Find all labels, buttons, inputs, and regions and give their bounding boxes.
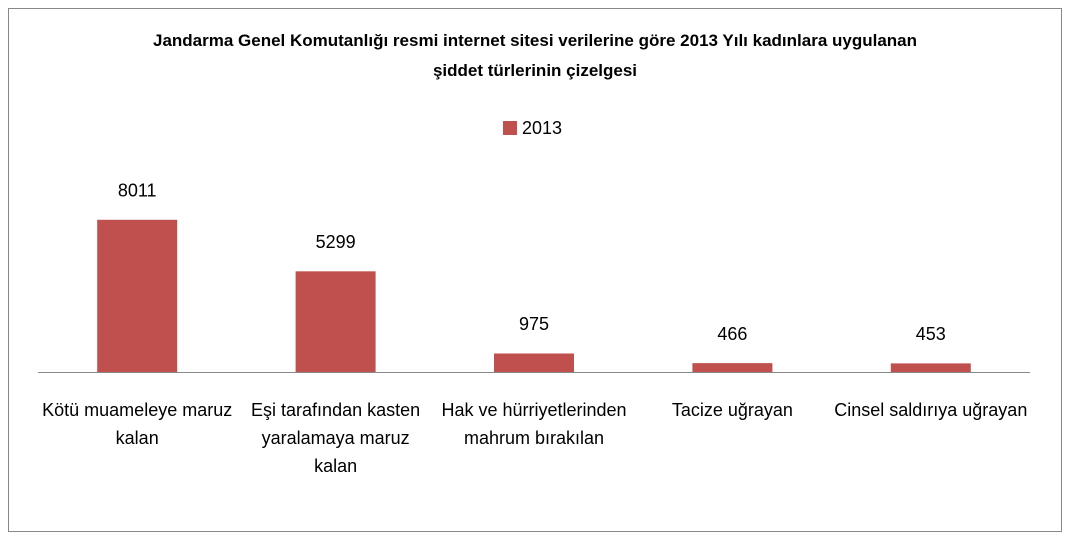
- value-label: 466: [717, 324, 747, 344]
- bar: [890, 363, 971, 372]
- value-label: 975: [519, 314, 549, 334]
- chart-border: [8, 8, 1062, 532]
- x-tick-label: Cinsel saldırıya uğrayan: [834, 400, 1028, 420]
- bar: [494, 353, 574, 372]
- x-tick-label: Kötü muameleye maruz kalan: [42, 400, 233, 448]
- x-tick-label: Hak ve hürriyetlerinden mahrum bırakılan: [441, 400, 627, 448]
- chart-title: Jandarma Genel Komutanlığı resmi interne…: [152, 31, 918, 80]
- x-tick-label: Tacize uğrayan: [671, 400, 793, 420]
- legend-swatch: [503, 121, 517, 135]
- bar: [295, 271, 376, 372]
- bar: [692, 363, 773, 372]
- value-label: 453: [916, 324, 946, 344]
- value-label: 8011: [118, 181, 157, 201]
- bar: [97, 219, 178, 372]
- value-label: 5299: [316, 232, 356, 252]
- x-tick-label: Eşi tarafından kasten yaralamaya maruz k…: [251, 400, 421, 476]
- legend-label: 2013: [522, 118, 562, 138]
